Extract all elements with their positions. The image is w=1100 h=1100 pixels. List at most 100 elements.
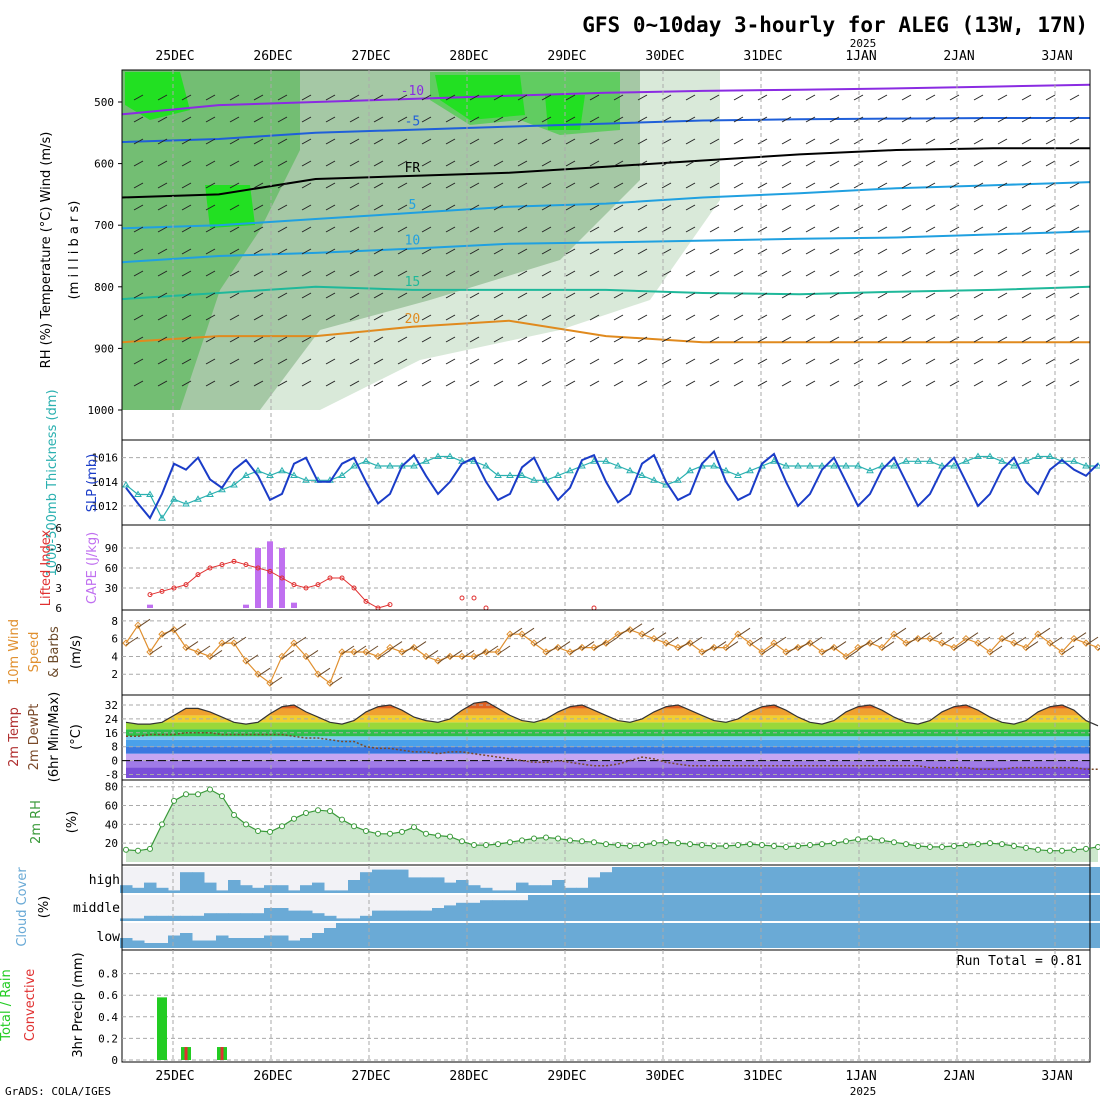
wind-barb: [757, 292, 768, 299]
wind-barb: [877, 160, 888, 167]
wind-barb-10m: [677, 641, 691, 650]
wind-barb: [565, 204, 576, 211]
wind-barb: [277, 336, 288, 343]
wind-barb: [805, 270, 816, 277]
wind-barb: [373, 138, 384, 145]
cloud-bar: [408, 923, 421, 948]
wind-barb: [709, 292, 720, 299]
temp-ytick-label: 24: [105, 713, 119, 726]
wind-barb: [949, 270, 960, 277]
temp-ytick-label: 8: [111, 741, 118, 754]
wind-barb: [781, 94, 792, 101]
wind-barb: [853, 226, 864, 233]
cloud-bar: [180, 872, 193, 893]
wind-barb: [1045, 94, 1056, 101]
precip-conv-bar: [184, 1047, 188, 1060]
cloud-bar: [324, 915, 337, 921]
wind-barb: [157, 138, 168, 145]
thickness-point: [182, 500, 190, 507]
wind-barb: [301, 94, 312, 101]
wind-barb-10m: [905, 636, 919, 646]
wind-barb: [733, 94, 744, 101]
wind-barb: [445, 182, 456, 189]
wind-speed-point: [314, 670, 322, 678]
rh-point: [987, 840, 993, 847]
rh-point: [879, 837, 885, 844]
rh-ytick-label: 60: [105, 800, 118, 813]
li-point: [291, 582, 297, 588]
cloud-bar: [816, 923, 829, 948]
wind-barb: [229, 292, 240, 299]
rh-point: [483, 842, 489, 849]
cloud-bar: [348, 918, 361, 921]
wind-barb: [253, 292, 264, 299]
wind-barb: [565, 182, 576, 189]
wind-speed-point: [182, 643, 190, 652]
cloud-bar: [432, 877, 445, 893]
wind-barb: [325, 182, 336, 189]
wind-barb: [829, 270, 840, 277]
cloud-bar: [192, 872, 205, 893]
wind-barb: [589, 226, 600, 233]
wind-barb: [661, 160, 672, 167]
cloud-bar: [360, 872, 373, 893]
wind-speed-line: [125, 624, 1099, 685]
cloud-bar: [420, 877, 433, 893]
wind-barb-10m: [125, 636, 139, 646]
wind-barb: [517, 380, 528, 387]
precip-ytick-label: 0.6: [98, 989, 118, 1002]
cloud-bar: [600, 923, 613, 948]
rh-ytick-label: 20: [105, 837, 118, 850]
wind-barb: [373, 270, 384, 277]
cloud-bar: [636, 895, 649, 921]
cloud-bar: [804, 923, 817, 948]
cloud-bar: [1080, 923, 1093, 948]
cloud-bar: [552, 895, 565, 921]
wind-barb-10m: [1025, 641, 1039, 650]
wind-barb: [373, 248, 384, 255]
cloud-bar: [288, 940, 301, 948]
wind-barb: [229, 138, 240, 145]
wind-speed-point: [650, 634, 658, 643]
wind-speed-point: [590, 643, 598, 652]
cloud-bar: [1056, 923, 1069, 948]
temp-ytick-label: -8: [105, 769, 118, 782]
wind-barb: [469, 94, 480, 101]
wind-barb: [373, 94, 384, 101]
wind-barb: [973, 270, 984, 277]
cloud-bar: [1080, 895, 1093, 921]
cloud-bar: [564, 923, 577, 948]
wind-barb: [301, 226, 312, 233]
wind-barb: [229, 160, 240, 167]
thickness-point: [446, 452, 454, 459]
wind-barb: [589, 248, 600, 255]
thickness-point: [722, 466, 730, 474]
rh-point: [615, 842, 621, 849]
cloud-bar: [288, 890, 301, 893]
wind-barb: [877, 292, 888, 299]
rh-point: [351, 823, 357, 830]
rh-point: [471, 842, 477, 849]
wind-barb: [301, 314, 312, 321]
isotherm-label: 10: [405, 234, 421, 249]
wind-barb: [733, 358, 744, 365]
wind-barb-10m: [389, 641, 403, 650]
wind-barb: [757, 138, 768, 145]
wind-barb: [517, 292, 528, 299]
wind-barb: [853, 94, 864, 101]
wind-barb: [157, 292, 168, 299]
wind-barb: [589, 94, 600, 101]
wind-barb: [133, 94, 144, 101]
wind-speed-point: [254, 670, 262, 678]
wind-barb: [445, 204, 456, 211]
temp-line: [125, 700, 1099, 727]
thickness-point: [1070, 457, 1078, 464]
cloud-bar: [732, 895, 745, 921]
wind-barb-10m: [797, 641, 811, 650]
wind-barb: [301, 292, 312, 299]
wind-barb: [949, 314, 960, 321]
thickness-point: [386, 462, 394, 469]
wind-barb: [397, 116, 408, 123]
cloud-bar: [276, 935, 289, 948]
slp-ytick-label: 1012: [92, 500, 119, 513]
